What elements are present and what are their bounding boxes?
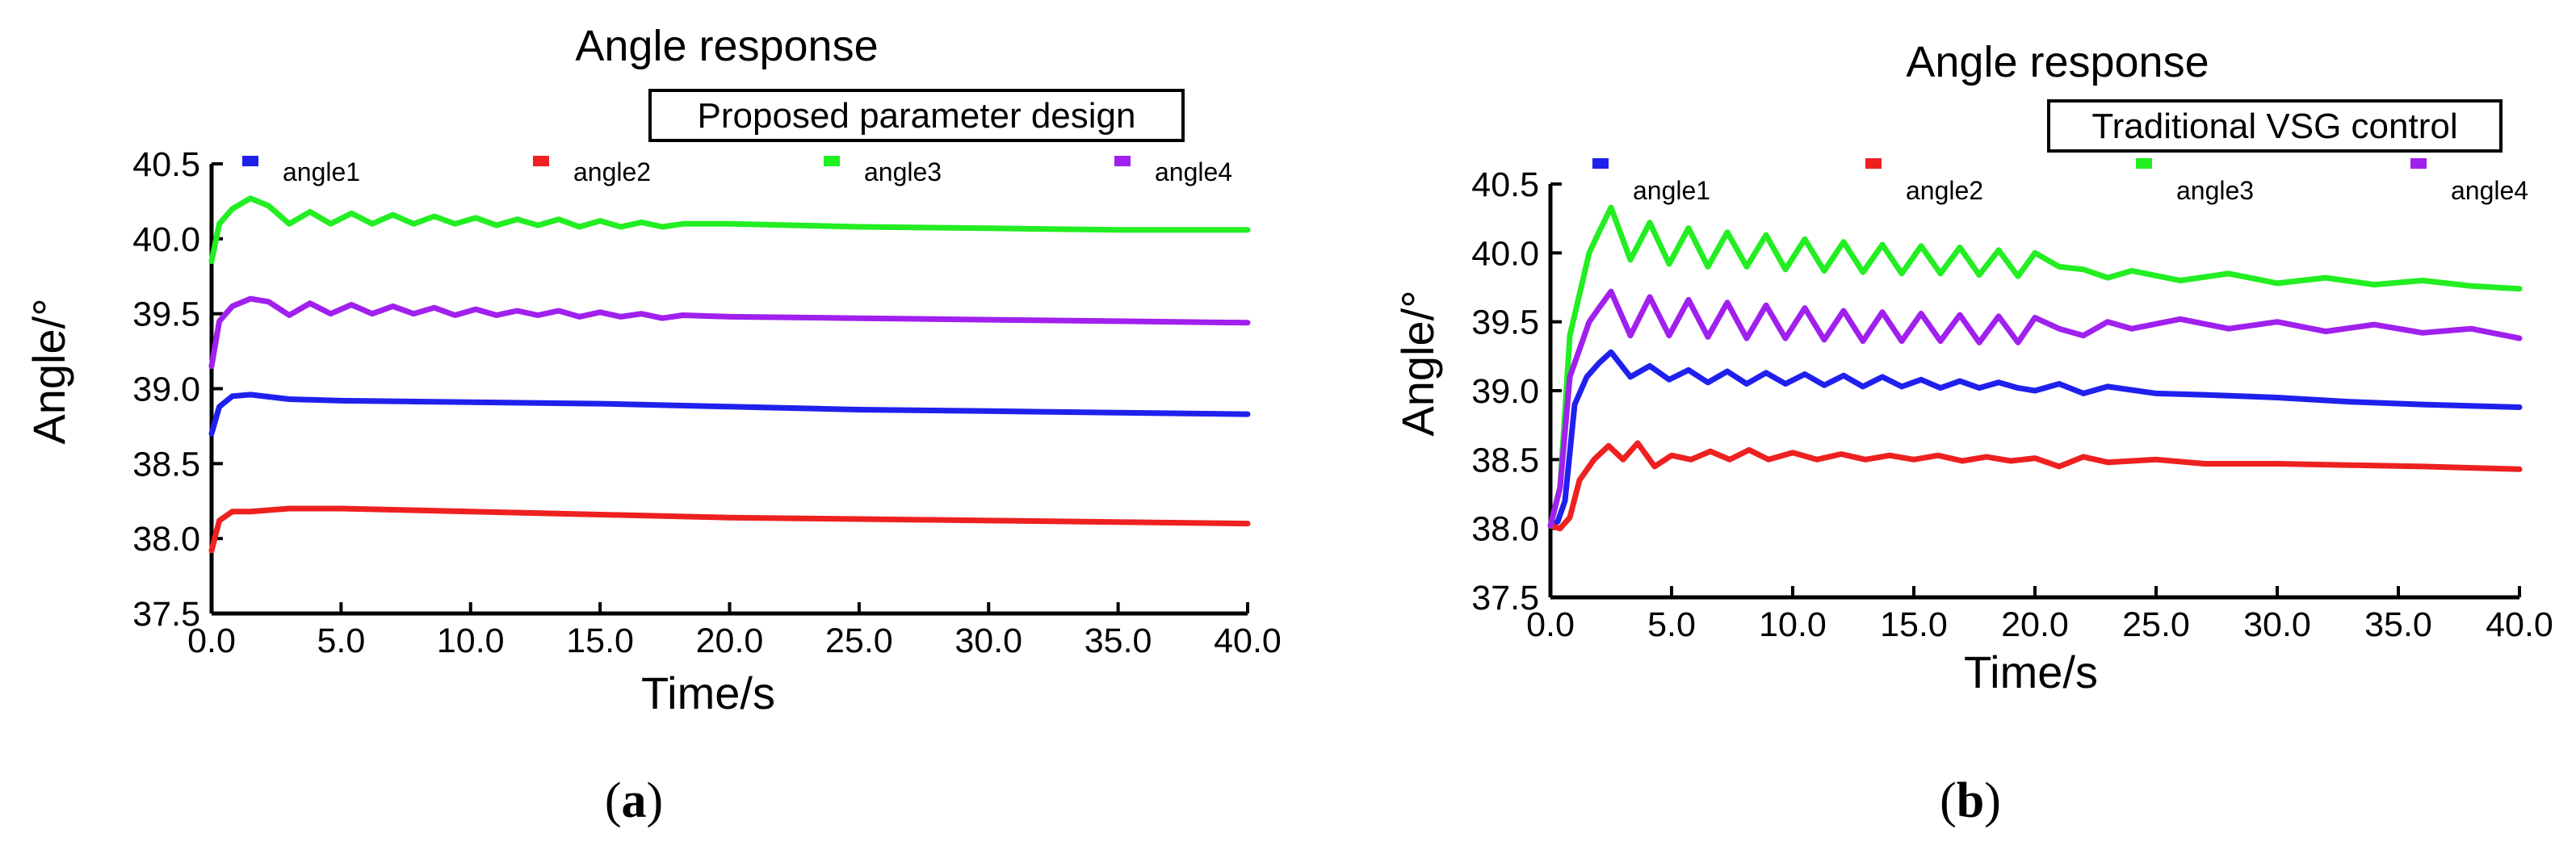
chart-b-y-tick-label: 38.0: [1471, 510, 1539, 549]
chart-b-xlabel: Time/s: [1964, 647, 2098, 697]
chart-b-legend-swatch-angle1: [1592, 158, 1609, 169]
chart-b-annotation-box: [2047, 99, 2503, 153]
chart-b: 0.0 5.0 10.0 15.0 20.0 25.0 30.0 35.0 40.0 37.5 38…: [1471, 158, 2553, 644]
chart-a-annotation-box: [648, 89, 1185, 142]
chart-b-y-tick-label: 39.0: [1471, 372, 1539, 411]
chart-a-legend-label-angle2: angle2: [573, 157, 651, 186]
chart-b-series-angle4: [1547, 288, 2523, 529]
chart-a-x-tick-label: 25.0: [825, 622, 893, 660]
chart-b-legend-swatch-angle2: [1865, 158, 1882, 169]
chart-a-x-tick-label: 35.0: [1085, 622, 1152, 660]
chart-b-legend-label-angle2: angle2: [1906, 176, 1983, 205]
chart-b-x-tick-label: 5.0: [1647, 605, 1696, 644]
chart-b-title: Angle response: [1906, 38, 2209, 86]
chart-a-caption: (a): [605, 773, 663, 828]
chart-a-x-tick-label: 5.0: [317, 622, 365, 660]
chart-a-y-tick-label: 39.0: [132, 371, 200, 409]
chart-a-x-tick-label: 10.0: [437, 622, 505, 660]
chart-layer: 0.0 5.0 10.0 15.0 20.0 25.0 30.0 35.0 40.0 37.5 38…: [132, 145, 2553, 660]
chart-b-y-tick-label: 37.5: [1471, 579, 1539, 618]
chart-a-x-tick-label: 15.0: [566, 622, 634, 660]
chart-b-series-angle2: [1547, 440, 2523, 532]
chart-b-y-tick-label: 38.5: [1471, 441, 1539, 479]
chart-b-legend-swatch-angle3: [2136, 158, 2152, 169]
chart-a-legend-swatch-angle2: [533, 156, 549, 166]
chart-a-title: Angle response: [575, 22, 878, 70]
chart-b-legend-label-angle4: angle4: [2451, 176, 2528, 205]
chart-b-x-tick-label: 15.0: [1880, 605, 1948, 644]
chart-a-legend-label-angle3: angle3: [864, 157, 942, 186]
chart-a-x-tick-label: 20.0: [696, 622, 764, 660]
chart-b-caption-letter: b: [1957, 773, 1984, 828]
chart-a-x-tick-label: 30.0: [954, 622, 1022, 660]
chart-a-series-angle4: [208, 295, 1251, 370]
chart-a-legend-swatch-angle3: [824, 156, 840, 166]
chart-b-series-angle1: [1547, 349, 2523, 529]
chart-a-series-angle3: [208, 195, 1251, 265]
chart-b-x-tick-label: 25.0: [2122, 605, 2190, 644]
chart-a-y-tick-label: 40.0: [132, 220, 200, 259]
chart-a: 0.0 5.0 10.0 15.0 20.0 25.0 30.0 35.0 40.0 37.5 38…: [132, 145, 1282, 660]
chart-a-ylabel: Angle/°: [23, 298, 74, 444]
chart-a-y-tick-label: 40.5: [132, 145, 200, 184]
chart-b-caption: (b): [1940, 773, 2001, 828]
chart-a-series-angle2: [208, 505, 1251, 554]
chart-a-y-tick-label: 37.5: [132, 595, 200, 634]
chart-a-legend-swatch-angle4: [1114, 156, 1131, 166]
chart-b-legend-label-angle1: angle1: [1633, 176, 1710, 205]
chart-a-y-tick-label: 38.0: [132, 520, 200, 559]
chart-a-xlabel: Time/s: [641, 668, 775, 718]
chart-a-legend-swatch-angle1: [242, 156, 258, 166]
chart-a-x-tick-label: 40.0: [1214, 622, 1282, 660]
chart-b-y-tick-label: 39.5: [1471, 304, 1539, 342]
chart-b-x-tick-label: 10.0: [1759, 605, 1827, 644]
chart-a-annotation: Proposed parameter design: [698, 96, 1136, 136]
chart-b-y-tick-label: 40.0: [1471, 234, 1539, 273]
chart-b-y-tick-label: 40.5: [1471, 165, 1539, 204]
chart-a-series-angle1: [208, 392, 1251, 437]
chart-a-legend-label-angle1: angle1: [283, 157, 360, 186]
chart-a-y-tick-label: 39.5: [132, 295, 200, 334]
chart-b-x-tick-label: 40.0: [2486, 605, 2553, 644]
chart-a-x-tick-label: 0.0: [187, 622, 236, 660]
chart-b-annotation: Traditional VSG control: [2091, 107, 2457, 146]
chart-b-ylabel: Angle/°: [1392, 290, 1443, 436]
chart-b-x-tick-label: 0.0: [1526, 605, 1575, 644]
chart-b-series-angle3: [1547, 204, 2523, 529]
chart-b-x-tick-label: 35.0: [2364, 605, 2432, 644]
chart-a-legend-label-angle4: angle4: [1155, 157, 1232, 186]
chart-b-x-tick-label: 20.0: [2001, 605, 2069, 644]
chart-b-legend-label-angle3: angle3: [2176, 176, 2254, 205]
chart-b-legend-swatch-angle4: [2410, 158, 2427, 169]
chart-b-x-tick-label: 30.0: [2243, 605, 2311, 644]
chart-a-y-tick-label: 38.5: [132, 445, 200, 484]
chart-a-caption-letter: a: [622, 773, 647, 828]
